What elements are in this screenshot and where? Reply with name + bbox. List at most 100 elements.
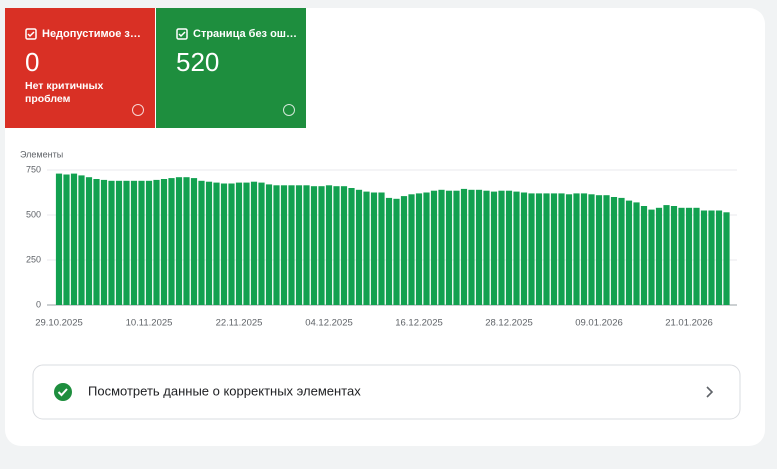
check-mark — [57, 388, 68, 397]
bar — [550, 193, 558, 305]
bar — [213, 182, 220, 305]
bar — [325, 185, 333, 305]
bar — [543, 193, 550, 305]
bar — [618, 197, 625, 305]
bar — [70, 173, 78, 305]
bar — [108, 180, 115, 305]
bar — [453, 190, 460, 305]
bar — [355, 189, 363, 305]
bar — [393, 198, 400, 305]
bar — [130, 180, 138, 305]
checkbox-tick — [178, 31, 186, 38]
tile-description-box: Нет критичных проблем — [25, 80, 104, 105]
x-tick-label: 10.11.2025 — [126, 318, 173, 329]
bar — [633, 202, 640, 305]
bar — [340, 186, 348, 305]
bar — [715, 210, 723, 305]
bar — [93, 179, 100, 305]
tile-description: Нет критичных проблем — [25, 80, 104, 105]
bar — [400, 196, 408, 305]
bar — [415, 193, 423, 305]
checkbox — [25, 28, 37, 40]
bar — [280, 185, 288, 305]
bar — [513, 191, 520, 305]
x-tick-label: 09.01.2026 — [575, 318, 623, 329]
bar — [288, 185, 295, 305]
bar — [520, 192, 528, 305]
bar — [145, 180, 153, 305]
tile — [5, 8, 155, 128]
bar — [295, 185, 303, 305]
bar — [445, 190, 453, 305]
y-tick-label: 250 — [26, 254, 41, 264]
bar — [175, 177, 183, 305]
bar — [100, 179, 108, 305]
bar — [603, 195, 610, 305]
link-row[interactable]: Посмотреть данные о корректных элементах — [32, 364, 741, 420]
x-tick-label: 28.12.2025 — [485, 318, 533, 329]
bar — [333, 186, 340, 305]
bar — [385, 197, 393, 305]
bar — [123, 180, 130, 305]
bar — [228, 183, 235, 305]
checkbox-tick — [27, 31, 35, 38]
bar — [475, 189, 483, 305]
bar — [528, 193, 535, 305]
bar — [700, 210, 708, 305]
bar — [460, 188, 468, 305]
bar — [168, 178, 175, 305]
bar — [693, 207, 700, 305]
bar — [243, 182, 250, 305]
tile-label: Недопустимое з… — [42, 28, 141, 40]
tile — [156, 8, 306, 128]
bar — [588, 194, 595, 305]
bar — [558, 193, 565, 305]
bar — [85, 177, 93, 305]
bar — [625, 200, 633, 305]
bar — [160, 179, 168, 305]
link-text[interactable]: Посмотреть данные о корректных элементах — [88, 383, 361, 398]
bar — [678, 207, 685, 305]
bar — [138, 180, 145, 305]
bar — [483, 190, 490, 305]
bar — [468, 189, 475, 305]
bar — [220, 183, 228, 305]
bar — [310, 186, 318, 305]
bar — [655, 207, 663, 305]
bar — [505, 190, 513, 305]
bar — [205, 181, 213, 305]
chevron — [706, 386, 714, 398]
bar — [258, 182, 265, 305]
bar — [670, 206, 678, 305]
checkbox — [176, 28, 188, 40]
tile-value: 520 — [176, 47, 219, 77]
y-tick-label: 750 — [26, 164, 41, 174]
bar — [438, 189, 445, 305]
bar — [235, 182, 243, 305]
bar — [423, 192, 430, 305]
bar — [565, 194, 573, 305]
bar — [610, 197, 618, 305]
link-box[interactable] — [32, 364, 741, 420]
bar — [685, 207, 693, 305]
bar — [198, 180, 205, 305]
bar — [115, 180, 123, 305]
bar — [640, 206, 648, 305]
bar — [183, 177, 190, 305]
bar — [78, 175, 85, 305]
bar — [303, 185, 310, 305]
bar — [708, 210, 715, 305]
bar — [580, 193, 588, 305]
bar — [648, 209, 655, 305]
bar — [595, 195, 603, 305]
x-tick-label: 04.12.2025 — [305, 318, 353, 329]
y-axis-label: Элементы — [20, 149, 63, 159]
bar — [370, 192, 378, 305]
bar — [378, 192, 385, 305]
x-tick-label: 22.11.2025 — [216, 318, 263, 329]
bar — [363, 191, 370, 305]
bar — [63, 174, 70, 305]
tile-value: 0 — [25, 47, 39, 77]
bar — [498, 190, 505, 305]
x-tick-label: 16.12.2025 — [395, 318, 443, 329]
